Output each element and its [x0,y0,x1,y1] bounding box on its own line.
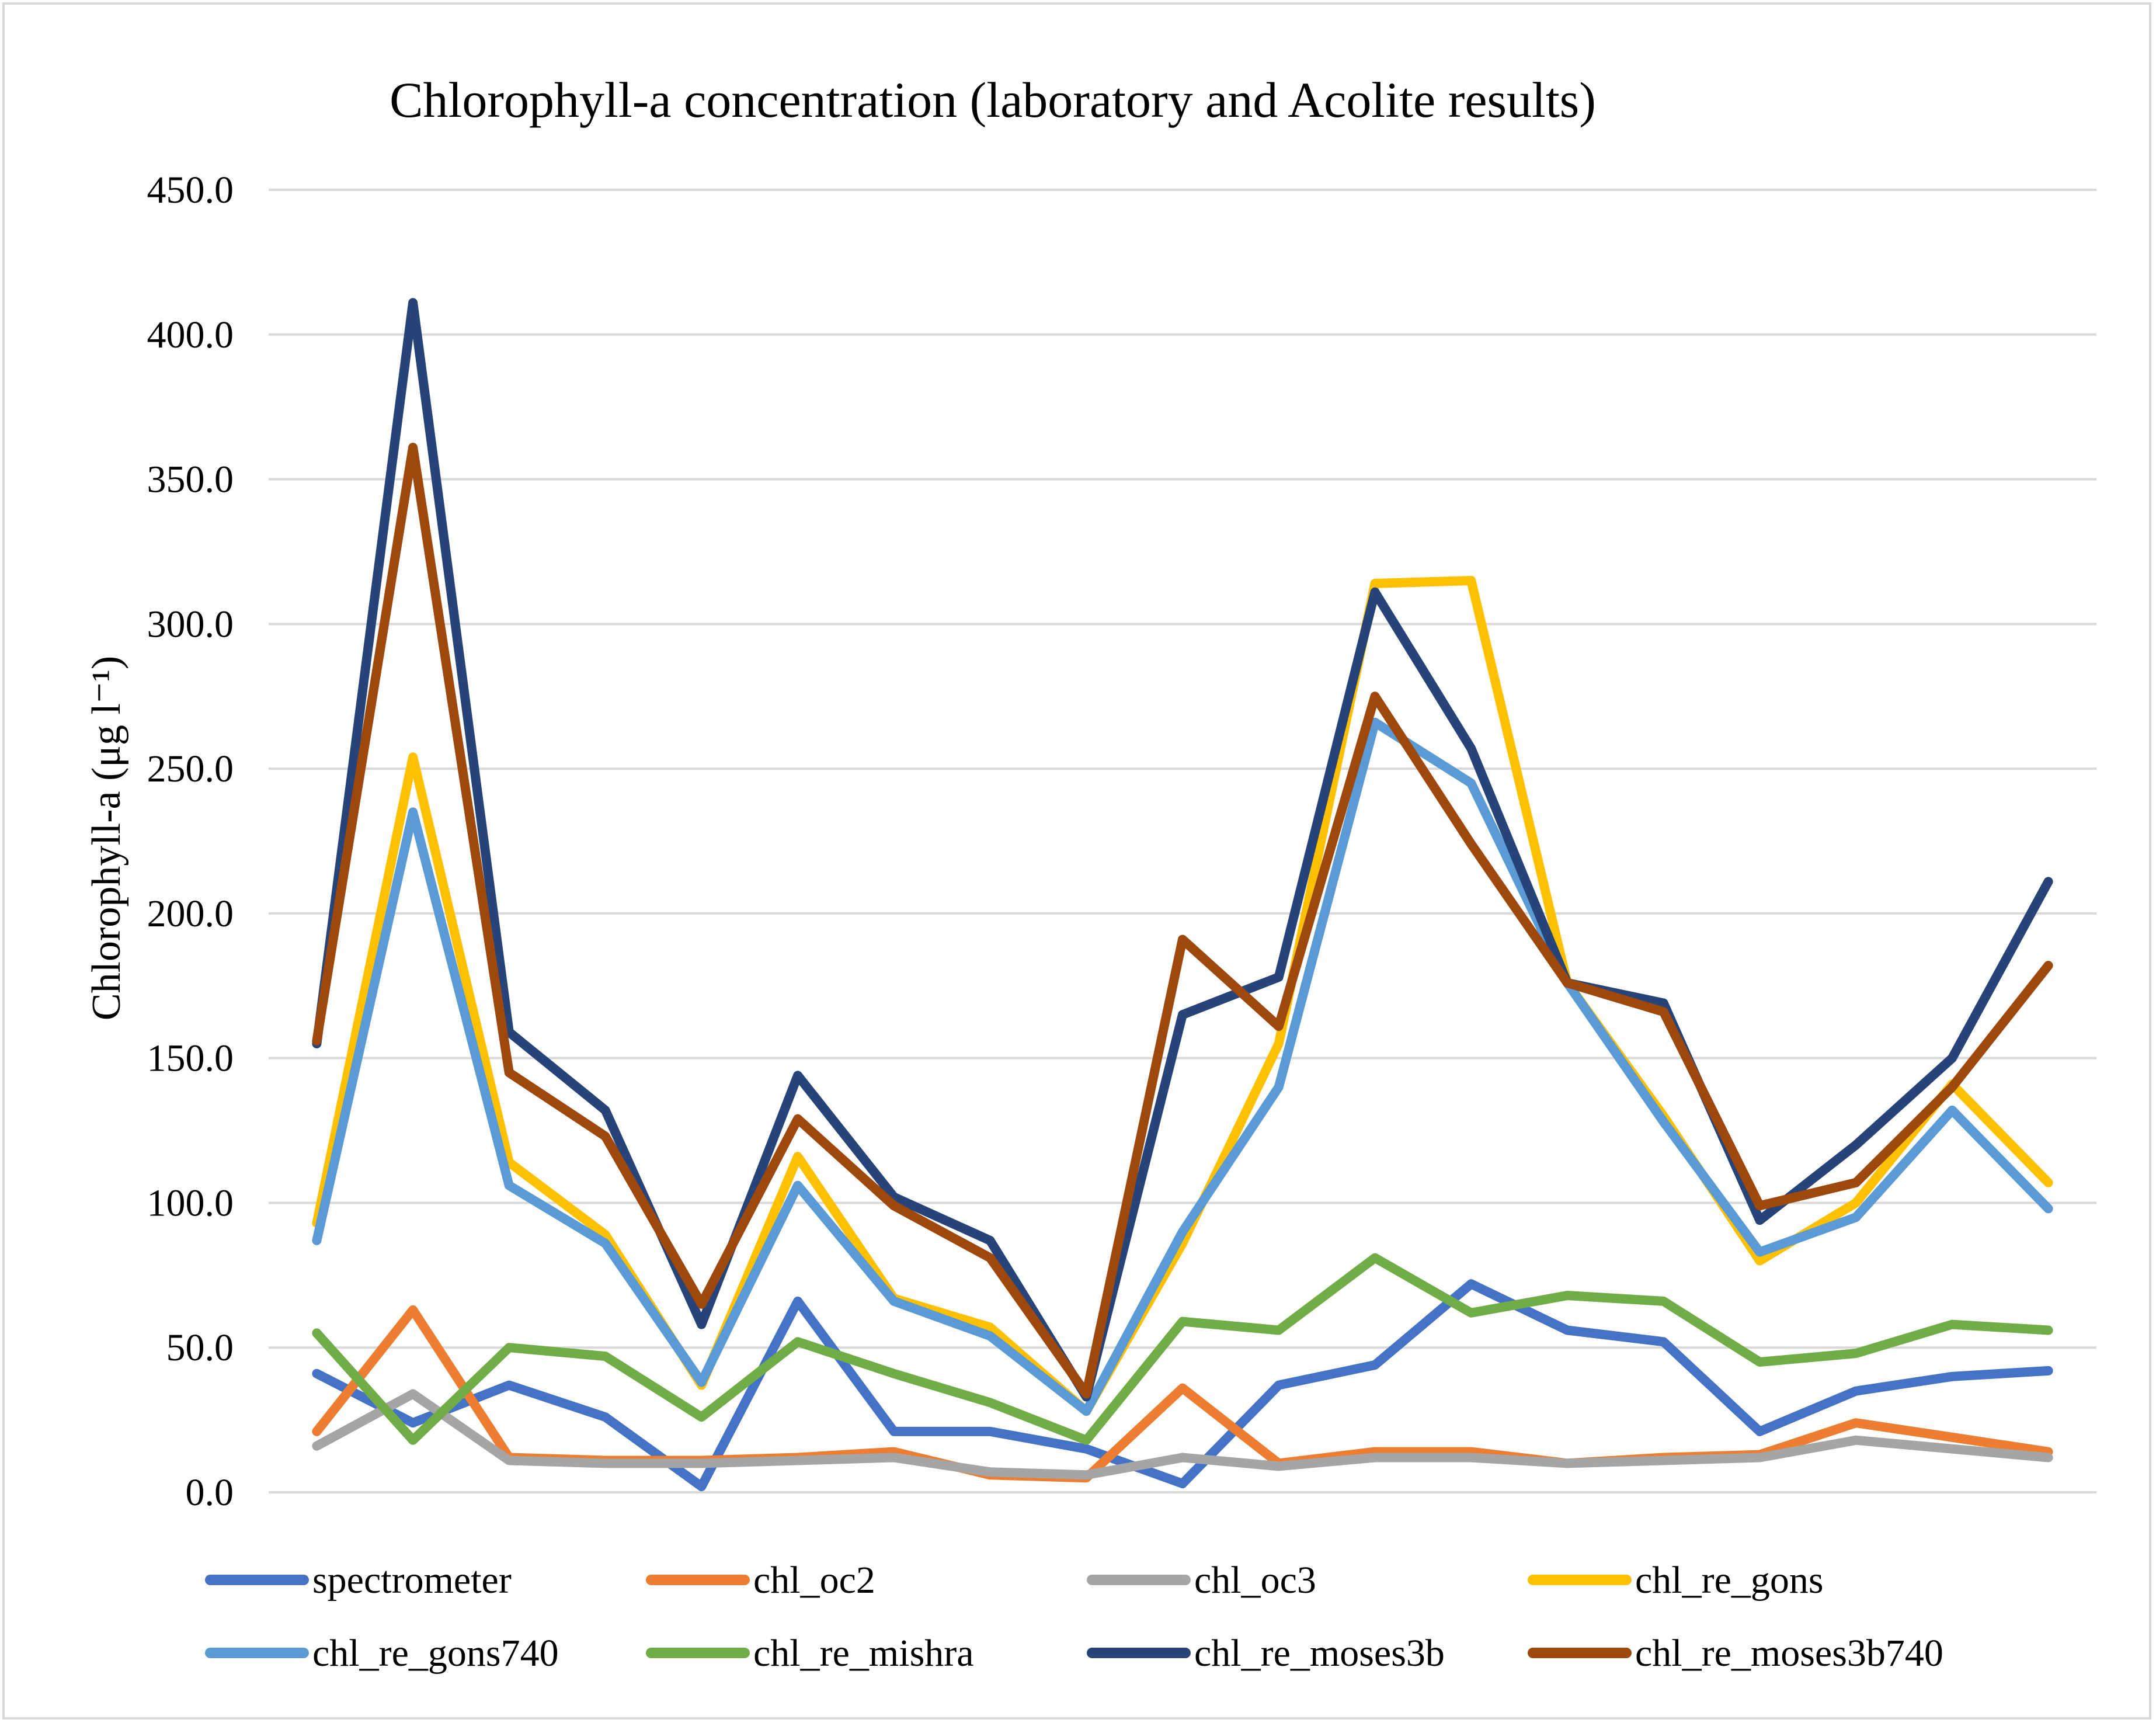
legend-label: spectrometer [312,1559,512,1602]
legend-label: chl_oc3 [1194,1559,1316,1602]
series-line-chl-oc3 [312,1389,2053,1480]
y-tick-label: 450.0 [147,169,234,211]
y-tick-label: 150.0 [147,1037,234,1080]
legend-label: chl_re_moses3b740 [1635,1632,1943,1675]
legend-item-chl-re-gons: chl_re_gons [1528,1559,1824,1602]
legend-item-spectrometer: spectrometer [205,1559,512,1602]
y-tick-label: 50.0 [166,1326,234,1369]
y-tick-label: 350.0 [147,458,234,501]
gridlines [269,189,2096,1493]
y-tick-label: 300.0 [147,603,234,645]
series-line-spectrometer [312,1279,2053,1492]
y-tick-label: 250.0 [147,748,234,790]
y-axis-ticks: 0.0 50.0 100.0 150.0 200.0 250.0 300.0 350.0 400… [147,169,234,1514]
legend-item-chl-re-mishra: chl_re_mishra [646,1632,974,1675]
legend-item-chl-re-moses3b: chl_re_moses3b [1087,1632,1445,1675]
legend-label: chl_re_mishra [753,1632,974,1675]
series-line-chl-re-gons [312,576,2053,1416]
y-tick-label: 200.0 [147,892,234,935]
legend-label: chl_re_gons740 [312,1632,559,1675]
y-tick-label: 100.0 [147,1182,234,1224]
y-tick-label: 400.0 [147,314,234,356]
legend-item-chl-oc2: chl_oc2 [646,1559,875,1602]
legend-item-chl-re-gons740: chl_re_gons740 [205,1632,559,1675]
legend-label: chl_re_moses3b [1194,1632,1445,1675]
chart-title: Chlorophyll-a concentration (laboratory … [390,72,1596,128]
legend: spectrometer chl_oc2 chl_oc3 chl_re_gonschl… [205,1559,1943,1675]
legend-item-chl-re-moses3b740: chl_re_moses3b740 [1528,1632,1943,1675]
legend-label: chl_oc2 [753,1559,875,1602]
series-line-chl-re-moses3b740 [312,443,2053,1399]
series-lines [312,298,2053,1492]
series-line-chl-re-mishra [312,1253,2053,1445]
series-line-chl-re-moses3b [312,298,2053,1402]
y-tick-label: 0.0 [186,1471,234,1514]
series-line-chl-re-gons740 [312,717,2053,1416]
legend-label: chl_re_gons [1635,1559,1824,1602]
legend-item-chl-oc3: chl_oc3 [1087,1559,1316,1602]
y-axis-label: Chlorophyll-a (μg l⁻¹) [84,656,129,1020]
